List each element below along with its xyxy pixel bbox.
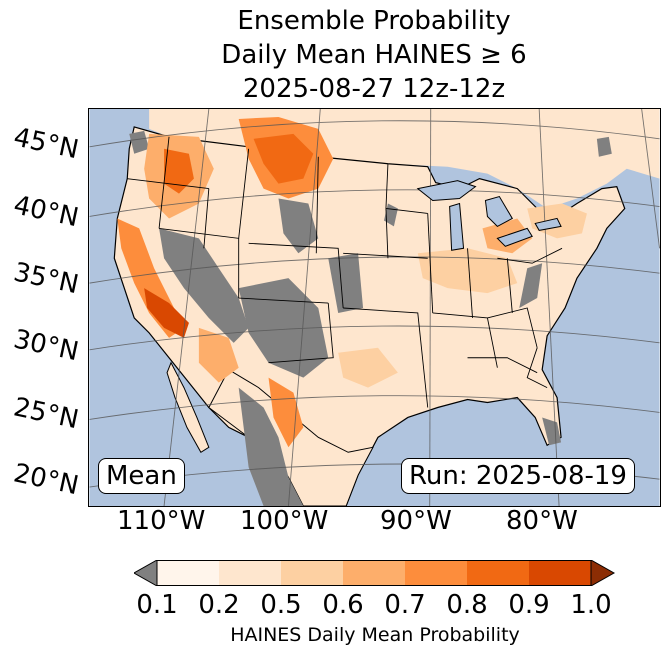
- probability-map: [88, 108, 661, 507]
- lat-label-30n: 30°N: [10, 324, 82, 368]
- colorbar-bin: [343, 560, 405, 586]
- colorbar-bin: [281, 560, 343, 586]
- colorbar-under-triangle: [134, 560, 158, 586]
- lat-label-45n: 45°N: [10, 122, 82, 166]
- colorbar-frame: [156, 560, 592, 586]
- colorbar-tick-7: 1.0: [570, 590, 612, 620]
- colorbar-tick-1: 0.2: [198, 590, 240, 620]
- colorbar-tick-3: 0.6: [322, 590, 364, 620]
- graticule: [89, 109, 660, 506]
- lat-label-35n: 35°N: [10, 257, 82, 301]
- title-line2: Daily Mean HAINES ≥ 6: [221, 40, 527, 70]
- lat-label-40n: 40°N: [10, 190, 82, 234]
- great-lakes: [416, 180, 562, 251]
- lon-label-110w: 110°W: [117, 506, 206, 536]
- colorbar-bin: [467, 560, 529, 586]
- state-borders: [127, 136, 563, 408]
- colorbar-tick-0: 0.1: [136, 590, 178, 620]
- colorbar-tick-6: 0.9: [508, 590, 550, 620]
- colorbar-tick-4: 0.7: [384, 590, 426, 620]
- colorbar-bin: [529, 560, 591, 586]
- colorbar-bin: [157, 560, 219, 586]
- lat-label-25n: 25°N: [10, 392, 82, 436]
- run-date-label: Run: 2025-08-19: [401, 458, 635, 494]
- colorbar-tick-2: 0.5: [260, 590, 302, 620]
- gray-regions: [129, 130, 612, 506]
- colorbar: [134, 560, 616, 586]
- colorbar-bin: [219, 560, 281, 586]
- lat-label-20n: 20°N: [10, 458, 82, 502]
- colorbar-tick-5: 0.8: [446, 590, 488, 620]
- colorbar-bin: [405, 560, 467, 586]
- colorbar-label: HAINES Daily Mean Probability: [230, 624, 520, 646]
- mean-label: Mean: [98, 458, 185, 494]
- title-line3: 2025-08-27 12z-12z: [242, 74, 506, 104]
- lon-label-80w: 80°W: [506, 506, 578, 536]
- lon-label-100w: 100°W: [240, 506, 329, 536]
- colorbar-over-triangle: [590, 560, 616, 586]
- lon-label-90w: 90°W: [380, 506, 452, 536]
- title-line1: Ensemble Probability: [237, 6, 511, 36]
